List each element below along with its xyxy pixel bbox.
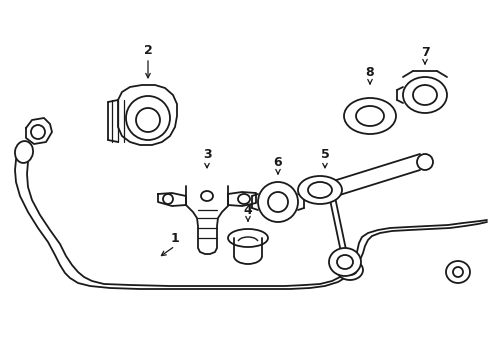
Ellipse shape <box>297 176 341 204</box>
Text: 2: 2 <box>143 44 152 57</box>
Ellipse shape <box>307 182 331 198</box>
Ellipse shape <box>136 108 160 132</box>
Ellipse shape <box>163 194 173 204</box>
Ellipse shape <box>15 141 33 163</box>
Ellipse shape <box>238 194 249 204</box>
Ellipse shape <box>343 98 395 134</box>
Ellipse shape <box>342 265 356 275</box>
Text: 6: 6 <box>273 156 282 168</box>
Ellipse shape <box>258 182 297 222</box>
Ellipse shape <box>328 248 360 276</box>
Ellipse shape <box>126 96 170 140</box>
Ellipse shape <box>336 260 362 280</box>
Text: 4: 4 <box>243 203 252 216</box>
Ellipse shape <box>412 85 436 105</box>
Ellipse shape <box>445 261 469 283</box>
Text: 3: 3 <box>202 148 211 162</box>
Text: 8: 8 <box>365 66 373 78</box>
Ellipse shape <box>416 154 432 170</box>
Text: 7: 7 <box>420 45 428 58</box>
Ellipse shape <box>267 192 287 212</box>
Text: 5: 5 <box>320 148 329 162</box>
Ellipse shape <box>336 255 352 269</box>
Ellipse shape <box>452 267 462 277</box>
Text: 1: 1 <box>170 231 179 244</box>
Ellipse shape <box>31 125 45 139</box>
Ellipse shape <box>355 106 383 126</box>
Ellipse shape <box>201 191 213 201</box>
Ellipse shape <box>227 229 267 247</box>
Ellipse shape <box>402 77 446 113</box>
